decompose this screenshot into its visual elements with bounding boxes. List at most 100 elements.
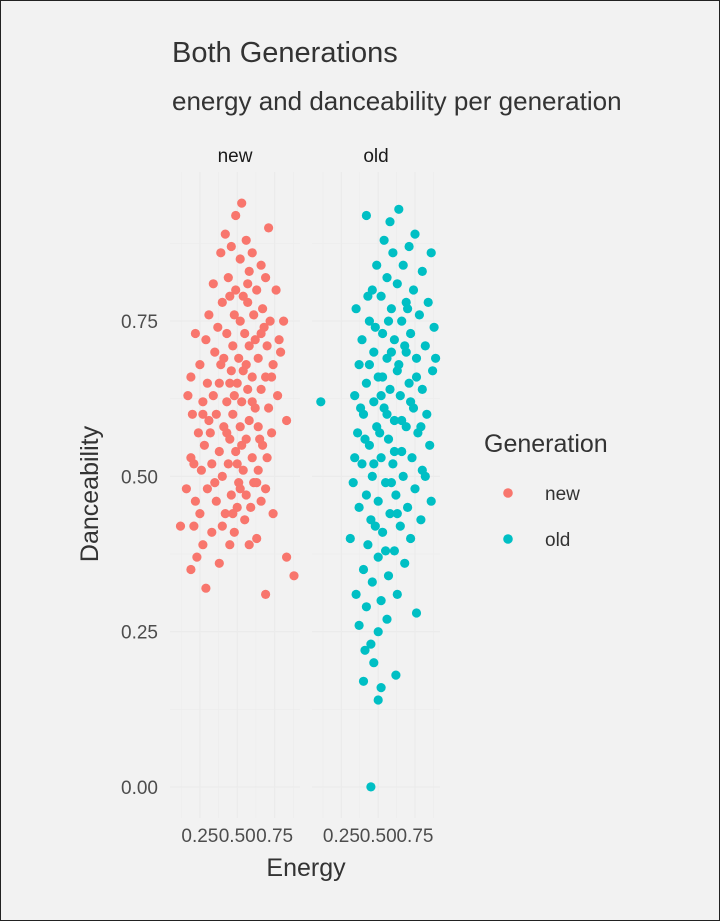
- data-point: [389, 546, 399, 556]
- facet-label-old: old: [363, 146, 388, 167]
- data-point: [361, 378, 371, 388]
- data-point: [213, 322, 223, 332]
- data-point: [345, 533, 355, 544]
- data-point: [397, 446, 407, 457]
- data-point: [222, 328, 232, 339]
- data-point: [214, 446, 224, 457]
- data-point: [406, 533, 416, 544]
- legend-key-old: [503, 534, 513, 544]
- data-point: [372, 260, 382, 270]
- data-point: [410, 484, 420, 494]
- data-point: [378, 372, 388, 382]
- data-point: [207, 527, 217, 537]
- data-point: [406, 397, 416, 407]
- data-point: [261, 273, 271, 283]
- data-point: [370, 322, 380, 332]
- y-tick-label: 0.25: [121, 623, 158, 644]
- data-point: [383, 434, 394, 444]
- x-tick-label: 0.25: [323, 826, 360, 847]
- series-old: [316, 204, 441, 792]
- data-point: [186, 372, 196, 382]
- data-point: [258, 304, 268, 314]
- data-point: [385, 508, 395, 519]
- data-point: [367, 577, 377, 587]
- data-point: [226, 366, 236, 376]
- data-point: [417, 266, 427, 276]
- data-point: [222, 397, 232, 407]
- chart-title: Both Generations: [172, 37, 398, 69]
- data-point: [253, 353, 263, 363]
- x-tick-label: 0.50: [360, 826, 397, 847]
- data-point: [410, 229, 420, 239]
- data-point: [235, 484, 245, 494]
- data-point: [407, 453, 417, 463]
- data-point: [237, 397, 247, 407]
- data-point: [348, 478, 358, 488]
- data-point: [351, 304, 361, 314]
- data-point: [244, 415, 254, 426]
- data-point: [429, 322, 439, 332]
- data-point: [198, 397, 208, 407]
- data-point: [228, 508, 238, 519]
- data-point: [426, 248, 436, 258]
- data-point: [262, 453, 272, 463]
- data-point: [373, 627, 383, 637]
- data-point: [244, 540, 254, 550]
- data-point: [354, 360, 364, 370]
- y-tick-label: 0.50: [121, 467, 158, 488]
- data-point: [226, 490, 236, 500]
- data-point: [389, 335, 399, 345]
- data-point: [265, 316, 275, 326]
- data-point: [381, 546, 391, 556]
- data-point: [220, 508, 230, 519]
- data-point: [264, 403, 274, 413]
- data-point: [232, 378, 242, 388]
- data-point: [367, 471, 377, 481]
- data-point: [241, 235, 251, 245]
- data-point: [403, 304, 413, 314]
- data-point: [282, 415, 292, 426]
- data-point: [366, 782, 376, 792]
- data-point: [403, 502, 413, 512]
- data-point: [267, 428, 277, 438]
- data-point: [247, 372, 257, 382]
- data-point: [376, 596, 386, 606]
- y-tick-label: 0.00: [121, 778, 158, 799]
- data-point: [422, 409, 432, 419]
- data-point: [289, 571, 299, 581]
- data-point: [243, 384, 253, 394]
- data-point: [350, 391, 360, 401]
- legend: Generation new old: [484, 430, 608, 551]
- x-tick-label: 0.25: [181, 826, 218, 847]
- data-point: [274, 335, 284, 345]
- data-point: [252, 533, 262, 544]
- data-point: [235, 422, 245, 432]
- data-point: [268, 508, 278, 519]
- data-point: [360, 645, 370, 655]
- data-point: [351, 589, 361, 600]
- data-point: [400, 558, 410, 568]
- data-point: [223, 459, 233, 469]
- facet-label-new: new: [218, 146, 253, 167]
- data-point: [243, 279, 253, 289]
- data-point: [271, 285, 281, 295]
- data-point: [232, 459, 242, 469]
- data-point: [189, 459, 199, 469]
- data-point: [383, 316, 394, 326]
- data-point: [373, 552, 383, 562]
- data-point: [282, 552, 292, 562]
- data-point: [229, 527, 239, 537]
- data-point: [207, 459, 217, 469]
- data-point: [234, 353, 244, 363]
- data-point: [201, 583, 211, 593]
- data-point: [211, 496, 221, 506]
- data-point: [379, 235, 389, 245]
- legend-key-new: [503, 488, 513, 498]
- data-point: [261, 484, 271, 494]
- data-point: [241, 490, 251, 500]
- data-point: [426, 496, 436, 506]
- data-point: [376, 391, 386, 401]
- data-point: [414, 310, 424, 320]
- data-point: [392, 508, 402, 519]
- data-point: [237, 440, 247, 450]
